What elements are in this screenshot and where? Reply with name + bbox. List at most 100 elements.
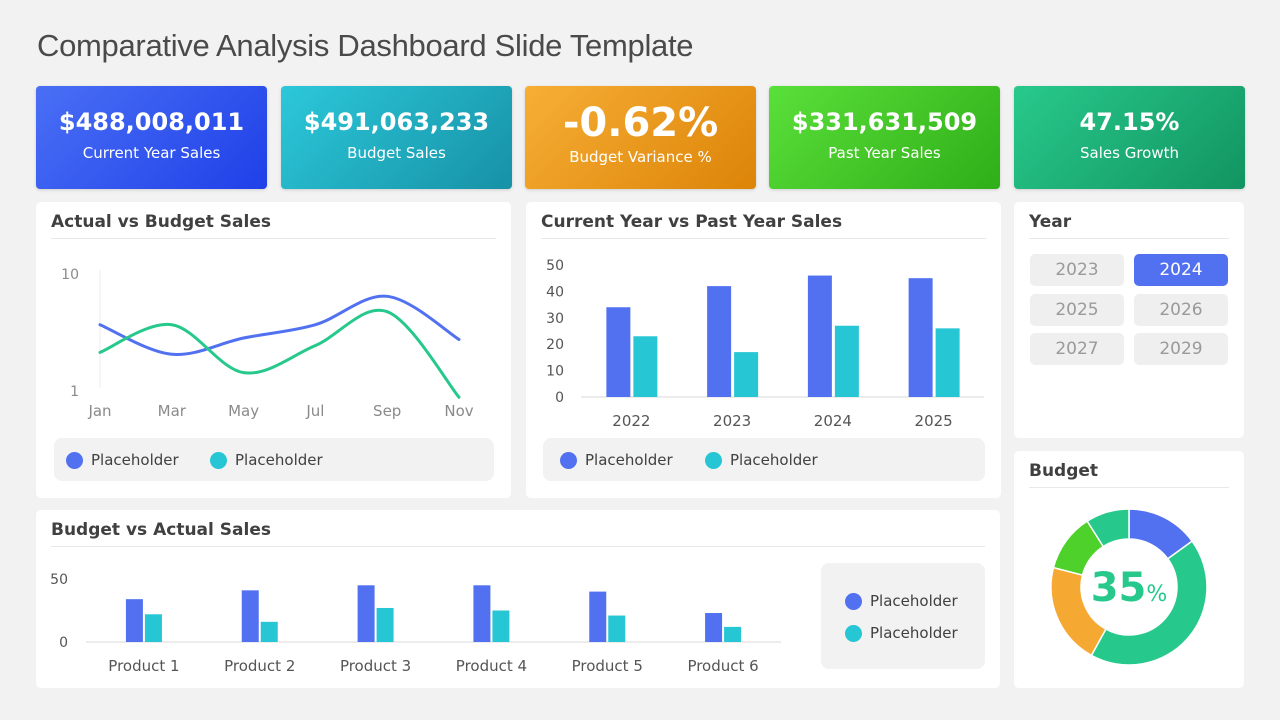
kpi-label: Current Year Sales <box>82 144 221 162</box>
actual-vs-budget-card: Actual vs Budget Sales 10 1 Jan Mar May Jul Se… <box>36 202 511 498</box>
kpi-value: $331,631,509 <box>791 108 978 136</box>
bar-series-2 <box>935 328 960 397</box>
y-tick-label: 10 <box>546 364 564 380</box>
card-title: Budget <box>1029 461 1099 481</box>
year-card: Year 2023 2024 2025 2026 2027 2029 <box>1014 202 1244 438</box>
budget-percent: 35% <box>1014 565 1244 611</box>
budget-percent-sign: % <box>1146 582 1168 607</box>
divider <box>1029 487 1229 488</box>
legend-item: Placeholder <box>560 451 673 469</box>
year-option-2025[interactable]: 2025 <box>1030 294 1124 326</box>
x-tick-label: Sep <box>373 402 401 420</box>
x-tick-label: Mar <box>158 402 187 420</box>
kpi-past-year-sales: $331,631,509 Past Year Sales <box>769 86 1000 189</box>
legend-swatch-teal <box>705 451 722 469</box>
legend-item: Placeholder <box>705 451 818 469</box>
y-tick-label: 30 <box>546 311 564 327</box>
legend-swatch-blue <box>66 451 83 469</box>
bar-series-2 <box>608 615 626 642</box>
year-option-2024[interactable]: 2024 <box>1134 254 1228 286</box>
x-tick-label: Product 6 <box>687 657 758 675</box>
y-tick-label: 1 <box>70 384 79 400</box>
x-tick-label: 2025 <box>915 412 953 430</box>
legend-item: Placeholder <box>845 624 958 642</box>
year-option-2029[interactable]: 2029 <box>1134 333 1228 365</box>
kpi-current-year-sales: $488,008,011 Current Year Sales <box>36 86 267 189</box>
y-tick-label: 10 <box>61 267 79 283</box>
legend-label: Placeholder <box>585 451 673 469</box>
bar-series-2 <box>144 614 162 642</box>
kpi-value: -0.62% <box>562 100 719 146</box>
legend-label: Placeholder <box>730 451 818 469</box>
bar-series-1 <box>807 275 832 397</box>
x-tick-label: Product 2 <box>224 657 295 675</box>
divider <box>1029 238 1229 239</box>
year-bar-chart: 50 40 30 20 10 0 2022 2023 2024 2025 <box>546 258 984 430</box>
legend-swatch-blue <box>560 451 577 469</box>
legend-label: Placeholder <box>91 451 179 469</box>
bar-series-1 <box>241 590 259 642</box>
kpi-value: 47.15% <box>1079 108 1180 136</box>
kpi-budget-sales: $491,063,233 Budget Sales <box>281 86 512 189</box>
year-option-2027[interactable]: 2027 <box>1030 333 1124 365</box>
line-series-2 <box>98 308 461 399</box>
card-title: Current Year vs Past Year Sales <box>541 212 843 232</box>
kpi-label: Sales Growth <box>1080 144 1179 162</box>
legend-item: Placeholder <box>210 451 323 469</box>
x-tick-label: Product 3 <box>340 657 411 675</box>
x-tick-label: 2023 <box>713 412 751 430</box>
y-tick-label: 0 <box>59 635 68 651</box>
budget-donut-chart <box>1050 508 1208 666</box>
legend-swatch-teal <box>210 451 227 469</box>
legend-label: Placeholder <box>870 592 958 610</box>
y-tick-label: 0 <box>555 390 564 406</box>
year-option-2023[interactable]: 2023 <box>1030 254 1124 286</box>
x-tick-label: 2024 <box>814 412 852 430</box>
chart-legend: Placeholder Placeholder <box>543 438 985 481</box>
x-tick-label: Jan <box>87 402 111 420</box>
bar-series-1 <box>473 585 491 642</box>
budget-percent-value: 35 <box>1090 565 1147 611</box>
bar-series-2 <box>376 607 394 642</box>
x-tick-label: Jul <box>305 402 324 420</box>
current-vs-past-card: Current Year vs Past Year Sales 50 40 30 20… <box>526 202 1001 498</box>
chart-legend: Placeholder Placeholder <box>54 438 494 481</box>
kpi-label: Budget Sales <box>347 144 446 162</box>
bar-series-1 <box>357 585 375 642</box>
bar-series-2 <box>734 352 759 397</box>
kpi-value: $488,008,011 <box>58 108 245 136</box>
y-tick-label: 50 <box>50 572 68 588</box>
x-tick-label: Product 5 <box>572 657 643 675</box>
y-tick-label: 40 <box>546 284 564 300</box>
budget-card: Budget 35% <box>1014 451 1244 688</box>
kpi-label: Budget Variance % <box>569 148 712 166</box>
x-tick-label: 2022 <box>612 412 650 430</box>
year-option-2026[interactable]: 2026 <box>1134 294 1228 326</box>
divider <box>51 238 496 239</box>
bar-series-2 <box>260 621 278 642</box>
x-tick-label: May <box>228 402 259 420</box>
x-tick-label: Nov <box>444 402 473 420</box>
line-chart: 10 1 Jan Mar May Jul Sep Nov <box>61 267 474 420</box>
bar-series-2 <box>724 626 742 642</box>
budget-vs-actual-card: Budget vs Actual Sales 50 0 Product 1 Produ… <box>36 510 1000 688</box>
card-title: Year <box>1029 212 1072 232</box>
legend-swatch-blue <box>845 592 862 610</box>
divider <box>51 546 985 547</box>
kpi-budget-variance: -0.62% Budget Variance % <box>525 86 756 189</box>
y-tick-label: 20 <box>546 337 564 353</box>
kpi-sales-growth: 47.15% Sales Growth <box>1014 86 1245 189</box>
bar-series-1 <box>707 286 732 397</box>
legend-item: Placeholder <box>845 592 958 610</box>
x-tick-label: Product 4 <box>456 657 527 675</box>
divider <box>541 238 986 239</box>
kpi-value: $491,063,233 <box>303 108 490 136</box>
legend-swatch-teal <box>845 624 862 642</box>
legend-item: Placeholder <box>66 451 179 469</box>
bar-series-2 <box>492 610 510 642</box>
y-tick-label: 50 <box>546 258 564 274</box>
bar-series-1 <box>125 599 143 642</box>
bar-series-1 <box>705 613 723 642</box>
kpi-label: Past Year Sales <box>828 144 941 162</box>
x-tick-label: Product 1 <box>108 657 179 675</box>
